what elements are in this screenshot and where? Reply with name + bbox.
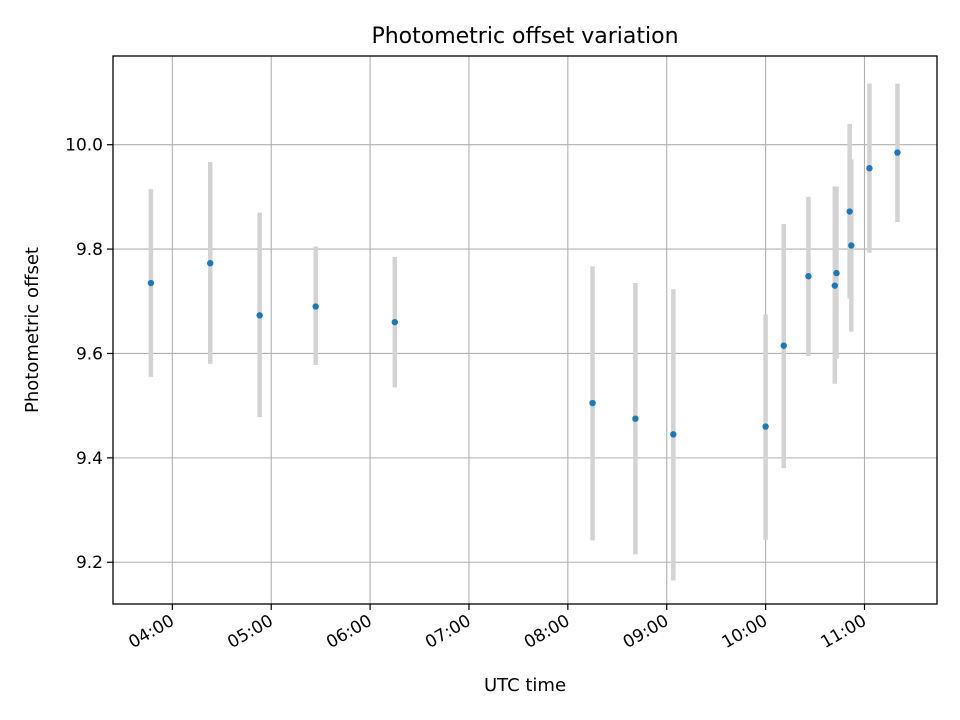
- grid: [113, 56, 937, 604]
- data-point: [848, 242, 855, 249]
- error-bars: [148, 83, 900, 581]
- x-tick-label: 06:00: [323, 611, 375, 653]
- data-point: [207, 259, 214, 267]
- x-axis-ticks: 04:00 05:00 06:00 07:00 08:00 09:00 10:00 11:00: [125, 604, 870, 653]
- y-tick-label: 9.8: [76, 240, 103, 260]
- data-point: [833, 269, 840, 277]
- y-tick-label: 9.2: [76, 553, 103, 573]
- x-tick-label: 09:00: [620, 611, 672, 653]
- data-point: [312, 303, 319, 310]
- y-axis-label: Photometric offset: [22, 247, 43, 413]
- y-axis-ticks: 9.2 9.4 9.6 9.8 10.0: [65, 136, 113, 573]
- x-tick-label: 08:00: [521, 611, 573, 653]
- data-point: [632, 415, 639, 422]
- data-points: [147, 149, 901, 438]
- x-tick-label: 10:00: [719, 611, 771, 653]
- x-tick-label: 05:00: [224, 611, 276, 653]
- data-point: [894, 149, 901, 156]
- data-point: [670, 431, 677, 438]
- data-point: [866, 165, 873, 172]
- data-point: [831, 282, 839, 289]
- y-tick-label: 10.0: [65, 136, 103, 156]
- x-tick-label: 04:00: [125, 611, 177, 653]
- x-tick-label: 07:00: [422, 611, 474, 653]
- y-tick-label: 9.6: [76, 344, 103, 364]
- data-point: [589, 399, 596, 407]
- data-point: [762, 423, 769, 430]
- data-point: [256, 312, 263, 319]
- x-axis-label: UTC time: [484, 675, 566, 696]
- data-point: [147, 279, 155, 287]
- x-tick-label: 11:00: [818, 611, 870, 653]
- plot-frame: [112, 55, 938, 605]
- data-point: [780, 342, 787, 349]
- data-point: [846, 208, 853, 215]
- y-tick-label: 9.4: [76, 449, 103, 469]
- data-point: [805, 273, 812, 280]
- data-point: [391, 318, 399, 326]
- chart-title: Photometric offset variation: [371, 24, 678, 49]
